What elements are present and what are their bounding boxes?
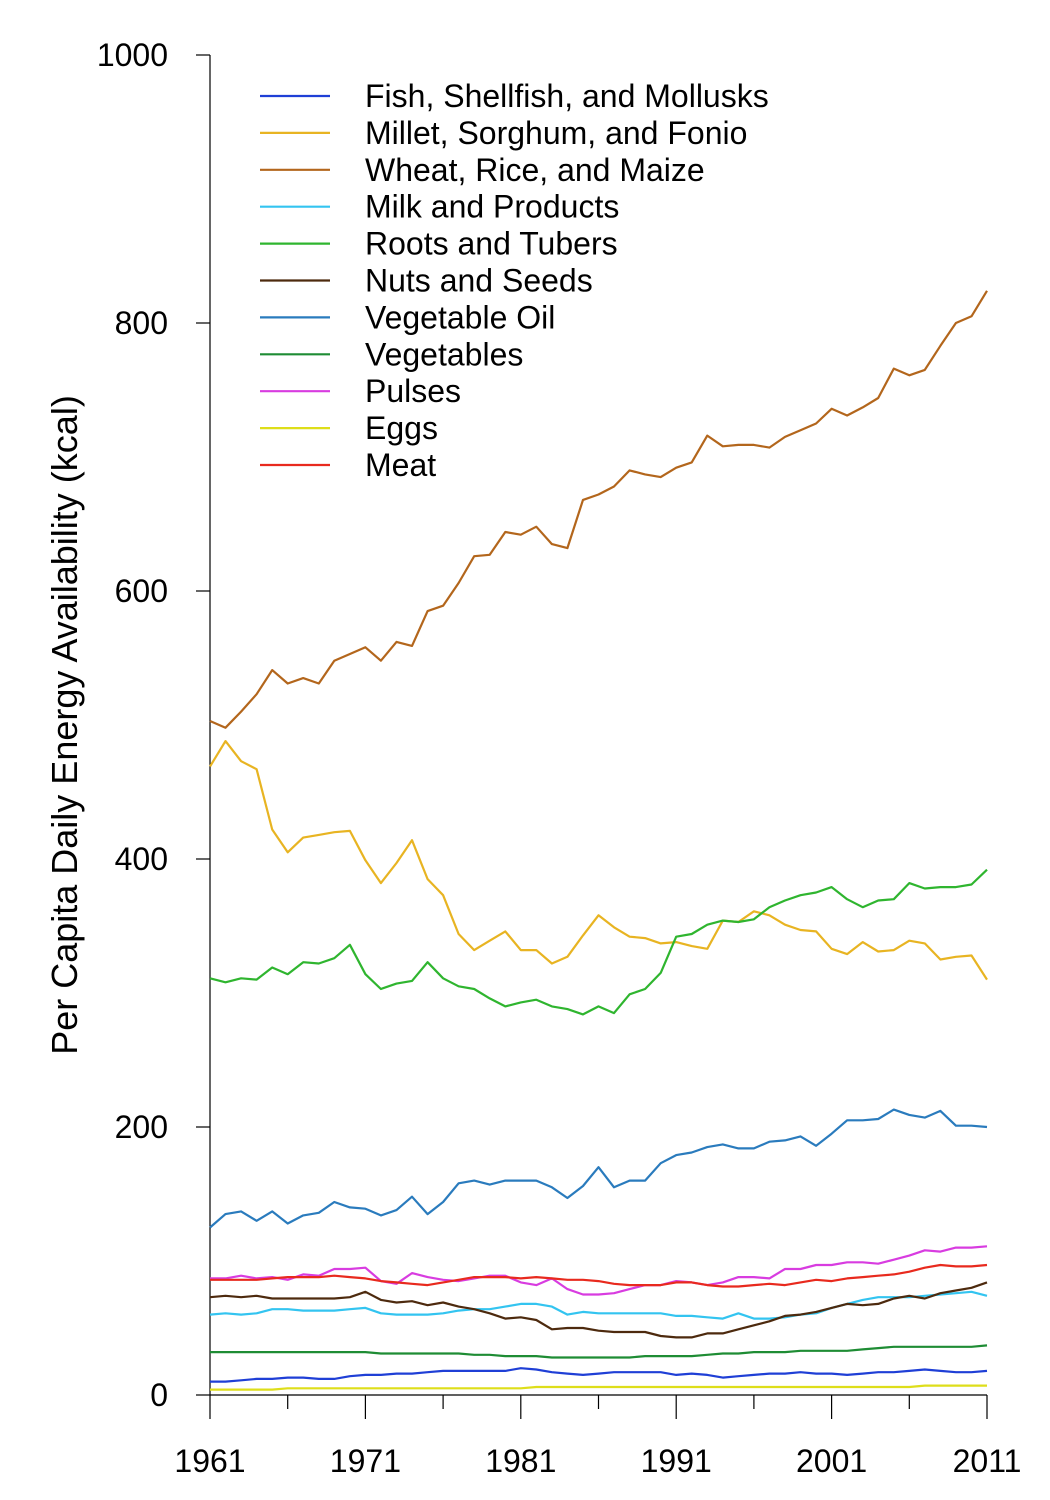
y-tick-label: 0: [150, 1377, 168, 1413]
series-line-milk-and-products: [209, 1290, 988, 1320]
series-line-nuts-and-seeds: [209, 1281, 988, 1339]
series-line-vegetable-oil: [209, 1108, 988, 1229]
legend-label: Milk and Products: [365, 189, 619, 225]
x-tick-label: 1961: [174, 1443, 245, 1479]
legend-label: Meat: [365, 447, 436, 483]
legend-item-nuts-and-seeds: Nuts and Seeds: [260, 263, 593, 299]
legend-item-roots-and-tubers: Roots and Tubers: [260, 226, 618, 262]
series-line-millet-sorghum-and-fonio: [209, 739, 988, 981]
y-tick-label: 200: [115, 1109, 168, 1145]
series-line-meat: [210, 1263, 988, 1288]
series-lines: [209, 290, 988, 1391]
legend-label: Fish, Shellfish, and Mollusks: [365, 78, 769, 114]
legend-label: Nuts and Seeds: [365, 263, 593, 299]
series-line-roots-and-tubers: [209, 868, 988, 1016]
legend-item-vegetable-oil: Vegetable Oil: [260, 299, 555, 335]
x-tick-label: 2011: [953, 1443, 1022, 1479]
legend-item-eggs: Eggs: [260, 410, 438, 446]
y-tick-label: 1000: [97, 37, 168, 73]
legend-item-vegetables: Vegetables: [260, 336, 523, 372]
legend-item-milk-and-products: Milk and Products: [260, 189, 619, 225]
series-line-eggs: [210, 1384, 987, 1391]
legend-item-pulses: Pulses: [260, 373, 461, 409]
legend-item-wheat-rice-and-maize: Wheat, Rice, and Maize: [260, 152, 705, 188]
series-line-pulses: [210, 1245, 988, 1296]
y-tick-label: 400: [115, 841, 168, 877]
legend-item-millet-sorghum-and-fonio: Millet, Sorghum, and Fonio: [260, 115, 747, 151]
legend-label: Pulses: [365, 373, 461, 409]
legend-label: Roots and Tubers: [365, 226, 618, 262]
legend-label: Millet, Sorghum, and Fonio: [365, 115, 747, 151]
legend-label: Vegetable Oil: [365, 299, 555, 335]
series-line-wheat-rice-and-maize: [209, 290, 988, 729]
legend-item-fish-shellfish-and-mollusks: Fish, Shellfish, and Mollusks: [260, 78, 769, 114]
x-tick-label: 1971: [330, 1443, 401, 1479]
y-ticks: 0 200 400 600 800 1000: [97, 37, 210, 1413]
x-tick-label: 2001: [796, 1443, 867, 1479]
y-tick-label: 800: [115, 305, 168, 341]
legend-item-meat: Meat: [260, 447, 436, 483]
legend-label: Eggs: [365, 410, 438, 446]
legend-label: Wheat, Rice, and Maize: [365, 152, 705, 188]
x-ticks: 1961 1971 1981 1991 2001 2011: [174, 1395, 1021, 1479]
series-line-vegetables: [210, 1344, 988, 1359]
x-tick-label: 1981: [485, 1443, 556, 1479]
legend-label: Vegetables: [365, 336, 523, 372]
series-line-fish-shellfish-and-mollusks: [210, 1367, 988, 1383]
x-tick-label: 1991: [641, 1443, 712, 1479]
y-tick-label: 600: [115, 573, 168, 609]
y-axis-title: Per Capita Daily Energy Availability (kc…: [44, 395, 85, 1055]
